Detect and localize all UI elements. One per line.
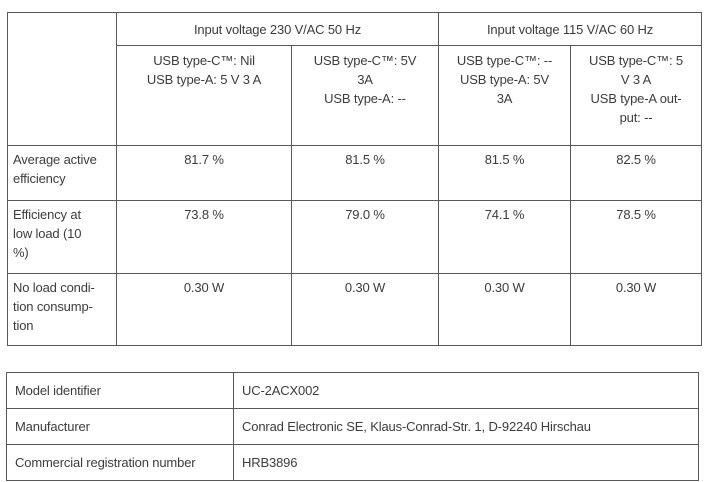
voltage-header-115v: Input voltage 115 V/AC 60 Hz [438, 12, 703, 46]
value-cell: 0.30 W [116, 273, 292, 346]
product-info-table: Model identifier UC-2ACX002 Manufacturer… [6, 372, 699, 481]
config-header-230v-typea: USB type-C™: Nil USB type-A: 5 V 3 A [116, 45, 292, 146]
config-header-row: USB type-C™: Nil USB type-A: 5 V 3 A USB… [8, 45, 703, 146]
table-row-model-identifier: Model identifier UC-2ACX002 [6, 372, 699, 409]
config-header-115v-typea: USB type-C™: -- USB type-A: 5V 3A [438, 45, 572, 146]
table-row-efficiency-low-load: Efficiency at low load (10 %) 73.8 % 79.… [7, 200, 703, 274]
table-row-no-load-consumption: No load condi- tion consump- tion 0.30 W… [7, 273, 703, 346]
row-label-efficiency-low-load: Efficiency at low load (10 %) [7, 200, 117, 274]
info-label-commercial-registration: Commercial registration number [6, 444, 234, 481]
value-cell: 0.30 W [570, 273, 703, 346]
value-cell: 0.30 W [290, 273, 440, 346]
voltage-header-230v: Input voltage 230 V/AC 50 Hz [115, 12, 440, 46]
value-cell: 82.5 % [570, 145, 703, 201]
voltage-header-row: Input voltage 230 V/AC 50 Hz Input volta… [7, 12, 703, 146]
table-row-commercial-registration: Commercial registration number HRB3896 [6, 444, 699, 481]
table-row-average-active-efficiency: Average active efficiency 81.7 % 81.5 % … [7, 145, 703, 201]
value-cell: 0.30 W [438, 273, 572, 346]
info-label-model-identifier: Model identifier [6, 372, 234, 409]
info-value-commercial-registration: HRB3896 [233, 444, 699, 481]
value-cell: 73.8 % [116, 200, 292, 274]
value-cell: 74.1 % [438, 200, 572, 274]
row-label-average-active-efficiency: Average active efficiency [7, 145, 117, 201]
value-cell: 81.7 % [116, 145, 292, 201]
value-cell: 81.5 % [290, 145, 440, 201]
config-header-115v-typec: USB type-C™: 5 V 3 A USB type-A out- put… [570, 45, 703, 146]
efficiency-table: Input voltage 230 V/AC 50 Hz Input volta… [7, 12, 703, 346]
info-value-manufacturer: Conrad Electronic SE, Klaus-Conrad-Str. … [233, 408, 699, 445]
corner-cell [7, 12, 117, 146]
info-value-model-identifier: UC-2ACX002 [233, 372, 699, 409]
config-header-230v-typec: USB type-C™: 5V 3A USB type-A: -- [290, 45, 440, 146]
row-label-no-load-consumption: No load condi- tion consump- tion [7, 273, 117, 346]
table-row-manufacturer: Manufacturer Conrad Electronic SE, Klaus… [6, 408, 699, 445]
value-cell: 79.0 % [290, 200, 440, 274]
value-cell: 78.5 % [570, 200, 703, 274]
info-label-manufacturer: Manufacturer [6, 408, 234, 445]
value-cell: 81.5 % [438, 145, 572, 201]
